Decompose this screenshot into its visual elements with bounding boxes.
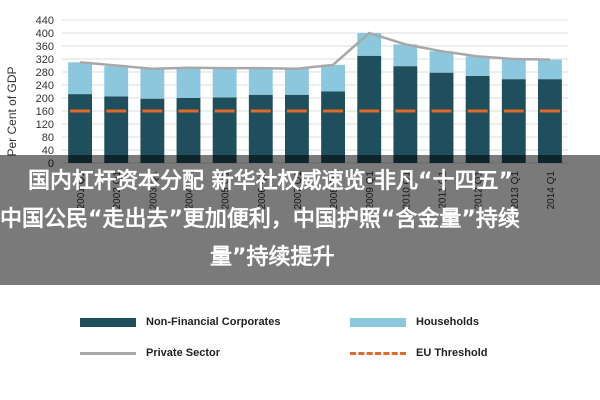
legend-swatch-corporates	[80, 317, 136, 327]
bar-households	[212, 68, 237, 98]
bar-corporates	[465, 75, 490, 163]
y-tick-label: 320	[36, 54, 54, 66]
legend-label-private-sector: Private Sector	[146, 347, 220, 359]
bar-corporates	[212, 97, 237, 163]
y-tick-label: 40	[42, 145, 54, 157]
bar-households	[465, 56, 490, 76]
bar-households	[393, 44, 418, 67]
y-tick-label: 120	[36, 119, 54, 131]
bar-corporates	[140, 98, 165, 163]
y-tick-label: 440	[36, 15, 54, 27]
y-tick-label: 400	[36, 28, 54, 40]
bar-households	[501, 59, 526, 80]
bar-corporates	[104, 96, 129, 163]
bar-corporates	[429, 72, 454, 163]
bar-corporates	[501, 79, 526, 163]
headline-line-3: 量”持续提升	[210, 245, 335, 270]
y-tick-label: 240	[36, 80, 54, 92]
legend-label-households: Households	[416, 316, 479, 328]
legend-item-corporates: Non-Financial Corporates	[80, 316, 280, 328]
bar-corporates	[393, 66, 418, 163]
legend-label-eu-threshold: EU Threshold	[416, 347, 488, 359]
bar-corporates	[538, 79, 562, 163]
bar-corporates	[248, 94, 273, 163]
legend-item-households: Households	[350, 316, 479, 328]
bar-households	[285, 68, 309, 95]
bar-households	[104, 66, 129, 97]
legend-swatch-private-sector	[80, 351, 136, 355]
y-tick-label: 200	[36, 93, 54, 105]
bar-households	[176, 67, 201, 98]
y-axis-label: Per Cent of GDP	[5, 66, 19, 156]
legend-swatch-eu-threshold	[350, 351, 406, 355]
legend-label-corporates: Non-Financial Corporates	[146, 316, 281, 328]
bar-households	[429, 51, 454, 73]
bar-households	[140, 68, 165, 99]
legend-swatch-households	[350, 317, 406, 327]
legend-item-private-sector: Private Sector	[80, 347, 220, 359]
bar-corporates	[321, 91, 345, 163]
y-tick-label: 80	[42, 132, 54, 144]
bar-households	[68, 62, 92, 95]
private-sector-line	[79, 31, 550, 71]
legend-item-eu-threshold: EU Threshold	[350, 347, 488, 359]
chart-legend: Non-Financial Corporates Households Priv…	[0, 300, 600, 400]
bar-corporates	[357, 55, 382, 163]
bar-corporates	[285, 94, 309, 163]
headline-overlay[interactable]: 国内杠杆资本分配 新华社权威速览·非凡“十四五” 中国公民“走出去”更加便利，中…	[0, 155, 600, 285]
headline-line-2: 中国公民“走出去”更加便利，中国护照“含金量”持续	[0, 207, 520, 232]
y-tick-label: 160	[36, 106, 54, 118]
bar-households	[248, 68, 273, 95]
y-tick-label: 360	[36, 41, 54, 53]
y-tick-label: 280	[36, 67, 54, 79]
bar-households	[538, 59, 562, 80]
bar-corporates	[176, 98, 201, 163]
bar-households	[321, 64, 345, 92]
bar-corporates	[68, 94, 92, 163]
headline-line-1: 国内杠杆资本分配 新华社权威速览·非凡“十四五”	[28, 169, 513, 194]
